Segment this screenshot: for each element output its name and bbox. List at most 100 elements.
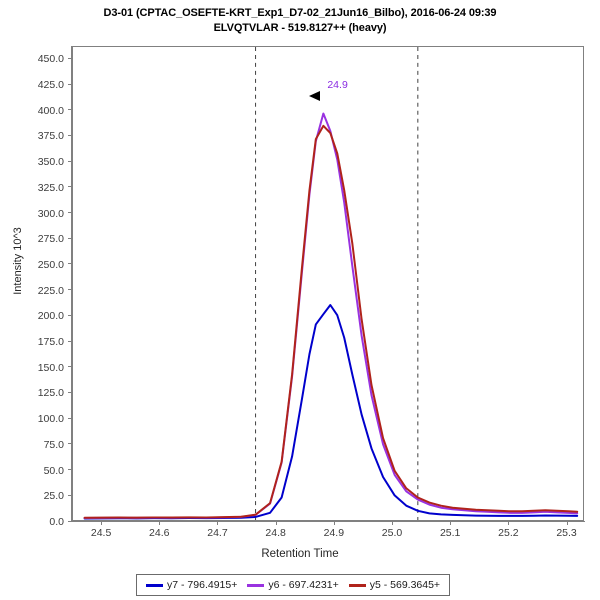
y-axis-tick-label: 150.0 — [37, 361, 64, 374]
plot-canvas — [83, 47, 579, 520]
x-axis-line — [72, 521, 585, 522]
y-axis-tick: 200.0 — [37, 309, 72, 323]
y-axis-tick: 425.0 — [37, 78, 72, 92]
legend-entry-1[interactable]: y7 - 796.4915+ — [146, 579, 237, 591]
plot-area[interactable] — [72, 46, 584, 521]
legend-color-swatch — [247, 583, 265, 587]
legend-color-swatch — [146, 583, 163, 587]
y-axis-tick-label: 100.0 — [37, 413, 64, 426]
chart-title-line1: D3-01 (CPTAC_OSEFTE-KRT_Exp1_D7-02_21Jun… — [103, 7, 497, 19]
y-axis-tick-label: 25.0 — [43, 490, 64, 503]
y-axis-tick-label: 400.0 — [37, 104, 64, 117]
y-axis-tick-label: 175.0 — [37, 336, 64, 349]
y-axis-tick-mark — [68, 366, 72, 368]
legend-entry-label: y7 - 796.4915+ — [167, 579, 238, 591]
chart-legend[interactable]: y7 - 796.4915+ y6 - 697.4231+ y5 - 569.364… — [136, 574, 451, 596]
x-axis-tick-mark — [217, 521, 219, 525]
y-axis-tick-label: 300.0 — [37, 207, 64, 220]
legend-color-swatch — [348, 583, 366, 587]
y-axis-tick: 350.0 — [37, 155, 72, 169]
x-axis-tick-label: 25.0 — [381, 527, 403, 539]
y-axis-tick-label: 0.0 — [49, 516, 64, 528]
x-axis-tick-mark — [333, 521, 335, 525]
y-axis-tick-label: 225.0 — [37, 284, 64, 297]
y-axis-line — [71, 46, 72, 522]
legend-entry-3[interactable]: y5 - 569.3645+ — [348, 579, 441, 591]
y-axis-tick-label: 75.0 — [43, 438, 64, 451]
y-axis-tick: 375.0 — [37, 129, 72, 143]
legend-entry-2[interactable]: y6 - 697.4231+ — [247, 579, 339, 591]
legend-entry-label: y6 - 697.4231+ — [268, 579, 339, 591]
x-axis-tick-mark — [275, 521, 277, 525]
y-axis-tick-mark — [68, 340, 72, 342]
x-axis-tick-label: 25.3 — [556, 527, 577, 539]
x-axis-tick-label: 24.6 — [149, 527, 170, 539]
y-axis-tick-mark — [68, 237, 72, 239]
y-axis-tick-mark — [68, 109, 72, 111]
y-axis-tick-mark — [68, 314, 72, 316]
y-axis-tick: 75.0 — [43, 438, 72, 451]
x-axis-tick-list: 24.5 24.6 24.7 24.8 24.9 25.0 25.1 25.2 25.3 — [0, 521, 600, 551]
y-axis-tick-label: 125.0 — [37, 387, 64, 400]
series-line-2[interactable] — [83, 112, 579, 519]
y-axis-tick: 150.0 — [37, 361, 72, 374]
y-axis-tick-mark — [68, 520, 72, 522]
x-axis-tick-mark — [566, 521, 568, 525]
y-axis-tick-mark — [68, 289, 72, 291]
y-axis-tick: 325.0 — [37, 181, 72, 194]
y-axis-tick-label: 200.0 — [37, 310, 64, 323]
y-axis-tick: 450.0 — [37, 52, 72, 66]
x-axis-tick-label: 25.2 — [498, 527, 519, 539]
y-axis-tick: 275.0 — [37, 232, 72, 246]
x-axis-tick-mark — [508, 521, 510, 525]
y-axis-tick: 100.0 — [37, 412, 72, 426]
x-axis-tick-label: 24.5 — [90, 527, 112, 539]
series-line-1[interactable] — [83, 304, 579, 520]
x-axis-tick-label: 24.8 — [265, 527, 286, 539]
y-axis-tick-mark — [68, 443, 72, 445]
y-axis-tick: 0.0 — [49, 515, 72, 528]
x-axis-title: Retention Time — [261, 548, 339, 560]
y-axis-tick-mark — [68, 83, 72, 85]
y-axis-tick-mark — [68, 494, 72, 496]
series-line-3[interactable] — [83, 124, 579, 519]
y-axis-tick-mark — [68, 417, 72, 419]
y-axis-tick-mark — [68, 160, 72, 162]
y-axis-tick-label: 450.0 — [37, 53, 64, 66]
y-axis-tick-label: 250.0 — [37, 258, 64, 271]
y-axis-tick-label: 350.0 — [37, 156, 64, 169]
y-axis-tick-mark — [68, 469, 72, 471]
y-axis-tick: 400.0 — [37, 104, 72, 117]
legend-entry-label: y5 - 569.3645+ — [369, 579, 441, 591]
y-axis-tick-label: 375.0 — [37, 130, 64, 143]
y-axis-tick-mark — [68, 391, 72, 393]
y-axis-tick-list: 0.0 25.0 50.0 75.0 100.0 125.0 150.0 175.0 200.0… — [0, 0, 72, 600]
x-axis-tick-mark — [450, 521, 452, 525]
y-axis-tick-mark — [68, 57, 72, 59]
y-axis-tick: 225.0 — [37, 284, 72, 297]
y-axis-tick: 175.0 — [37, 335, 72, 349]
y-axis-tick-label: 275.0 — [37, 233, 64, 246]
y-axis-tick: 50.0 — [43, 464, 72, 477]
x-axis-tick-mark — [101, 521, 103, 525]
y-axis-tick: 300.0 — [37, 207, 72, 220]
y-axis-tick-mark — [68, 134, 72, 136]
x-axis-tick-label: 24.7 — [207, 527, 228, 539]
chart-title: D3-01 (CPTAC_OSEFTE-KRT_Exp1_D7-02_21Jun… — [0, 6, 600, 36]
x-axis-tick-mark — [159, 521, 161, 525]
y-axis-tick-mark — [68, 186, 72, 188]
y-axis-tick-label: 425.0 — [37, 79, 64, 92]
y-axis-tick-label: 325.0 — [37, 181, 64, 194]
y-axis-tick-mark — [68, 263, 72, 265]
y-axis-tick: 125.0 — [37, 386, 72, 400]
chart-title-line2: ELVQTVLAR - 519.8127++ (heavy) — [213, 22, 387, 34]
y-axis-title: Intensity 10^3 — [12, 227, 24, 295]
y-axis-tick-mark — [68, 212, 72, 214]
y-axis-tick-label: 50.0 — [43, 464, 64, 477]
y-axis-tick: 25.0 — [43, 489, 72, 503]
y-axis-tick: 250.0 — [37, 258, 72, 271]
x-axis-tick-label: 25.1 — [439, 527, 461, 539]
x-axis-tick-label: 24.9 — [323, 527, 345, 539]
x-axis-tick-mark — [392, 521, 393, 525]
